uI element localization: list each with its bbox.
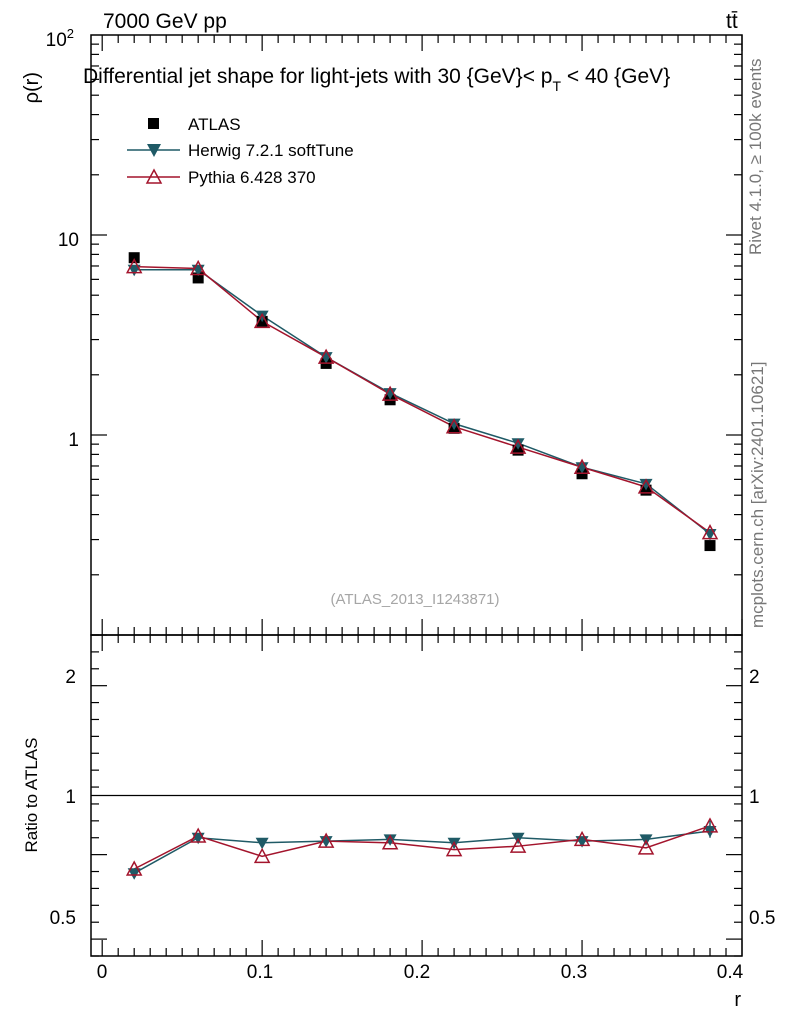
legend-marker-atlas (148, 118, 159, 129)
main-point-pythia (381, 385, 399, 401)
legend-label-herwig: Herwig 7.2.1 softTune (188, 141, 354, 160)
analysis-watermark: (ATLAS_2013_I1243871) (330, 591, 499, 608)
main-ytick-label-100-exp: 2 (67, 26, 74, 41)
main-point-pythia (573, 458, 591, 474)
ratio-point-pythia (253, 847, 271, 864)
main-line-herwig (134, 269, 711, 535)
ratio-ytick-label-2-right: 2 (749, 667, 760, 688)
main-point-pythia (253, 312, 271, 329)
main-point-herwig (383, 388, 397, 400)
main-ytick-label-100: 102 (46, 26, 74, 51)
main-point-pythia (317, 348, 335, 364)
ratio-ytick-label-05: 0.5 (50, 908, 76, 929)
main-ytick-label-10: 10 (58, 230, 79, 251)
main-point-herwig (127, 264, 141, 277)
ratio-ytick-label-1-right: 1 (749, 787, 760, 808)
ratio-point-pythia (317, 832, 335, 848)
main-point-atlas (128, 252, 140, 264)
xtick-label-0.4: 0.4 (717, 962, 744, 983)
xtick-label-0.1: 0.1 (247, 962, 273, 983)
legend-marker-herwig (147, 144, 161, 157)
energy-label: 7000 GeV pp (103, 10, 227, 33)
main-line-pythia (134, 265, 711, 534)
main-point-pythia (189, 259, 207, 276)
process-label: tt̄ (726, 10, 738, 33)
chart-title-subscript: T (552, 78, 561, 94)
ratio-point-pythia (125, 860, 143, 876)
main-point-herwig (447, 418, 461, 431)
chart-title-main: Differential jet shape for light-jets wi… (83, 65, 552, 88)
main-point-herwig (639, 478, 653, 491)
ratio-line-herwig (133, 830, 711, 874)
ratio-ytick-label-2: 2 (65, 667, 76, 688)
rivet-side-label: Rivet 4.1.0, ≥ 100k events (746, 59, 765, 255)
ratio-point-herwig (255, 837, 269, 850)
main-point-herwig (511, 438, 525, 450)
ratio-ytick-label-05-right: 0.5 (749, 908, 775, 929)
chart-title: Differential jet shape for light-jets wi… (83, 65, 670, 94)
ratio-point-pythia (509, 837, 527, 853)
main-ytick-label-100-base: 10 (46, 30, 67, 51)
ratio-line-pythia (133, 825, 711, 870)
xtick-label-0.3: 0.3 (561, 962, 587, 983)
chart-title-tail: < 40 {GeV} (561, 65, 670, 88)
ratio-point-pythia (637, 839, 655, 855)
legend: ATLAS Herwig 7.2.1 softTune Pythia 6.428… (127, 115, 354, 187)
ratio-point-pythia (381, 834, 399, 850)
main-point-pythia (445, 418, 463, 434)
ratio-ylabel: Ratio to ATLAS (22, 738, 41, 853)
ratio-point-pythia (573, 830, 591, 847)
ratio-ytick-label-1: 1 (65, 787, 76, 808)
xtick-label-0.2: 0.2 (404, 962, 430, 983)
main-point-atlas (512, 444, 524, 456)
main-point-pythia (125, 258, 143, 274)
main-point-pythia (637, 478, 655, 494)
main-point-atlas (192, 272, 204, 284)
xtick-label-0: 0 (97, 962, 108, 983)
main-point-herwig (255, 310, 269, 323)
ratio-point-pythia (445, 840, 463, 857)
main-ylabel: ρ(r) (21, 72, 43, 103)
legend-marker-pythia (145, 168, 163, 184)
main-point-pythia (701, 524, 719, 540)
ratio-point-herwig (127, 868, 141, 880)
main-ytick-label-1: 1 (68, 430, 79, 451)
main-point-atlas (704, 540, 716, 552)
legend-label-pythia: Pythia 6.428 370 (188, 168, 316, 187)
main-point-pythia (509, 438, 527, 454)
mcplots-side-label: mcplots.cern.ch [arXiv:2401.10621] (748, 362, 767, 628)
legend-label-atlas: ATLAS (188, 115, 241, 134)
ratio-point-herwig (383, 834, 397, 846)
ratio-point-pythia (189, 827, 207, 843)
xlabel: r (734, 989, 741, 1011)
